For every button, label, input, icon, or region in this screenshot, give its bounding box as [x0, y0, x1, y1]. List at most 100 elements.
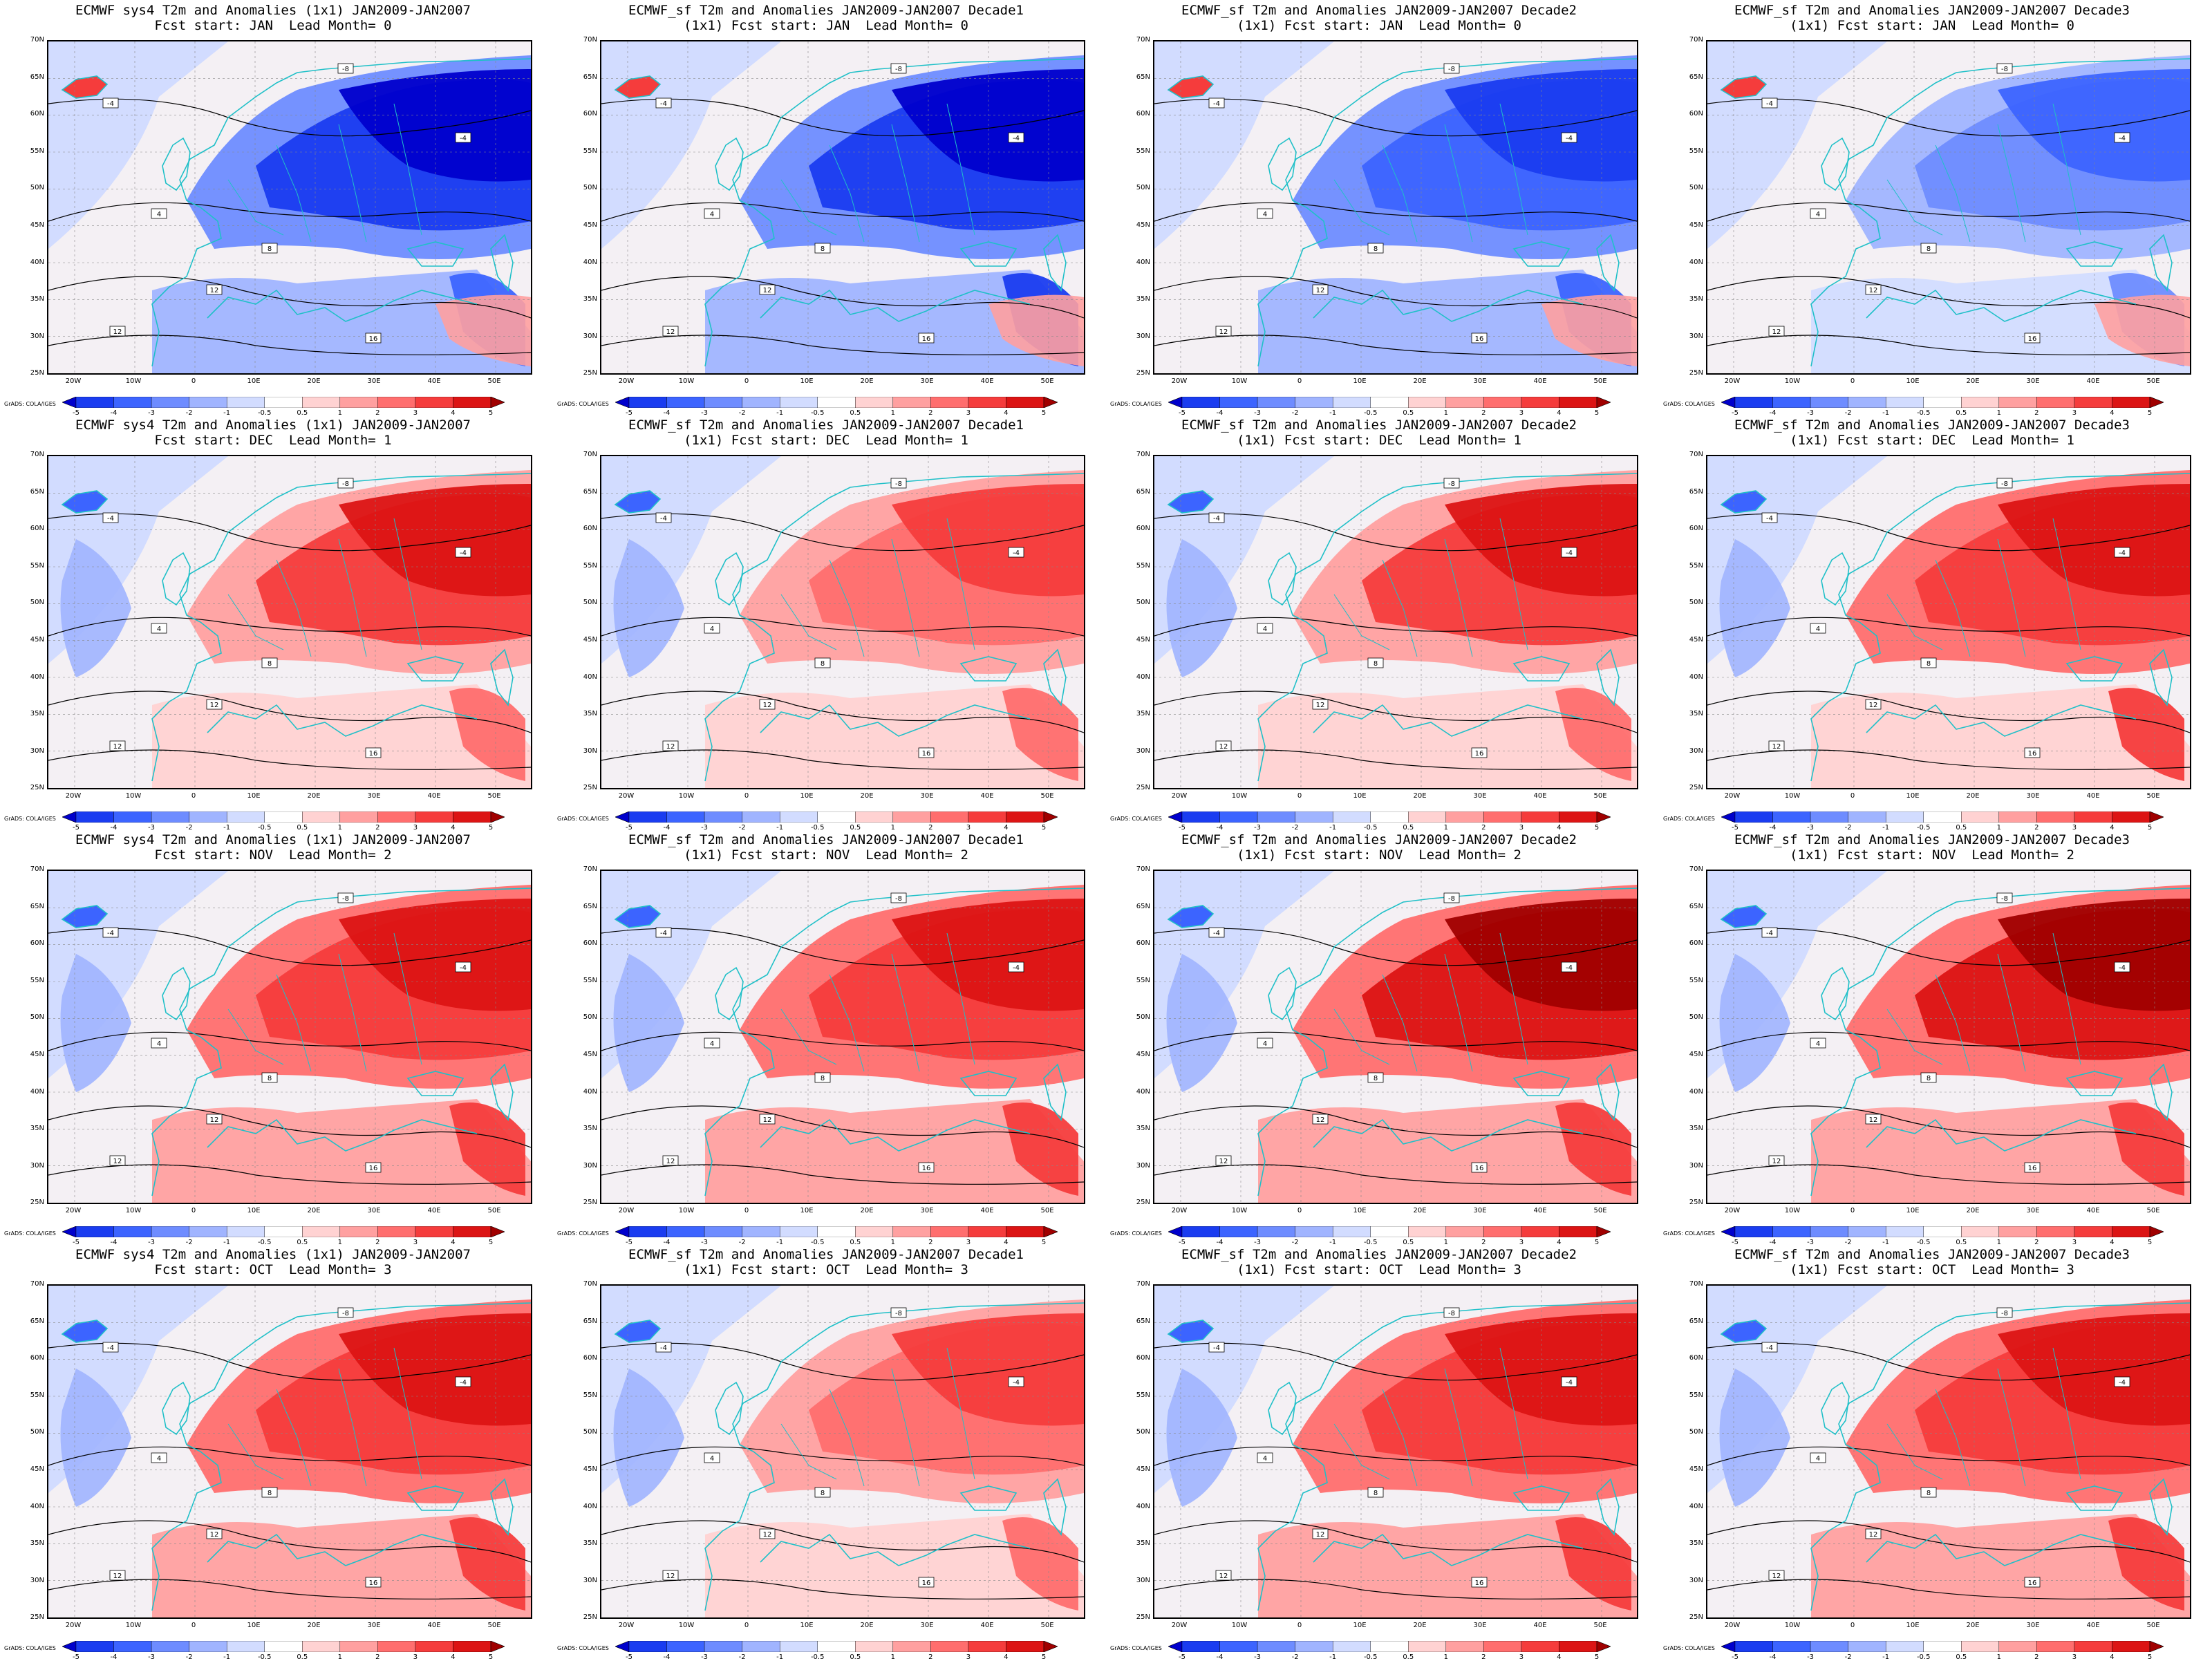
grads-credit: GrADS: COLA/IGES [4, 816, 56, 822]
colorbar-label: -2 [1844, 1239, 1852, 1246]
coastline [1720, 1320, 1768, 1343]
colorbar-swatch [1521, 1226, 1559, 1237]
temperature-contour [601, 335, 1084, 355]
colorbar-arrow [1168, 811, 1183, 823]
colorbar-label: -3 [1254, 1239, 1262, 1246]
latitude-label: 30N [30, 1576, 44, 1584]
contour-label: -4 [2119, 135, 2126, 142]
contour-label-box [337, 1307, 354, 1318]
coastline [61, 75, 109, 99]
colorbar-swatch [2112, 811, 2150, 823]
colorbar-label: 4 [451, 1239, 456, 1246]
colorbar-swatch [302, 1226, 341, 1237]
latitude-label: 50N [1689, 599, 1703, 607]
colorbar-label: -1 [223, 409, 231, 417]
longitude-label: 0 [744, 792, 749, 800]
colorbar-arrow [1043, 1226, 1058, 1237]
anomaly-shading [152, 1514, 531, 1617]
contour-label: 12 [1772, 1158, 1781, 1165]
colorbar-label: 2 [2034, 1239, 2039, 1246]
colorbar-label: 4 [1557, 1653, 1562, 1661]
colorbar-label: -0.5 [257, 1653, 272, 1661]
longitude-label: 20W [618, 377, 635, 385]
contour-label: -8 [2001, 66, 2008, 73]
colorbar-swatch [1219, 1641, 1258, 1652]
colorbar-label: 4 [2110, 1653, 2115, 1661]
colorbar-swatch [1370, 397, 1409, 408]
colorbar-swatch [666, 397, 705, 408]
colorbar-label: -4 [110, 409, 118, 417]
latitude-label: 45N [1689, 221, 1703, 229]
colorbar [62, 811, 505, 823]
coastline [1821, 137, 1850, 191]
latitude-label: 55N [583, 976, 597, 984]
coastline [490, 1063, 514, 1121]
coastline [207, 704, 478, 737]
anomaly-shading [613, 1369, 684, 1507]
colorbar-swatch [1848, 1226, 1886, 1237]
anomaly-shading [1166, 1369, 1237, 1507]
latitude-label: 65N [1136, 1317, 1150, 1325]
contour-label: -4 [1213, 930, 1220, 937]
longitude-label: 10W [678, 377, 695, 385]
contour-label: -4 [107, 930, 114, 937]
temperature-contour [48, 1342, 531, 1381]
colorbar-swatch [892, 397, 931, 408]
colorbar-swatch [779, 1641, 818, 1652]
contour-label: 12 [1869, 1116, 1878, 1124]
country-border [891, 1368, 920, 1487]
anomaly-shading [449, 1517, 525, 1611]
longitude-label: 10E [247, 377, 261, 385]
latitude-label: 55N [1689, 147, 1703, 155]
contour-label-box [1865, 284, 1882, 295]
latitude-label: 65N [30, 1317, 44, 1325]
anomaly-shading [1445, 69, 1637, 182]
longitude-label: 20W [618, 1622, 635, 1629]
anomaly-map: -4 -8 -4 4 8 12 12 16 [47, 40, 532, 375]
coastline [1821, 966, 1850, 1021]
grads-credit: GrADS: COLA/IGES [1110, 816, 1162, 822]
coastline [1866, 289, 2137, 322]
contour-label-box [1561, 961, 1577, 973]
longitude-label: 50E [2146, 1207, 2160, 1214]
colorbar-label: 4 [2110, 409, 2115, 417]
latitude-label: 60N [30, 1354, 44, 1362]
colorbar-swatch [1923, 397, 1962, 408]
colorbar-arrow [1596, 1226, 1611, 1237]
colorbar-arrow [490, 1641, 505, 1652]
colorbar-swatch [1848, 397, 1886, 408]
colorbar-label: 0.5 [850, 1239, 861, 1246]
map-panel: ECMWF sys4 T2m and Anomalies (1x1) JAN20… [0, 415, 546, 832]
coastline [1268, 137, 1297, 191]
anomaly-map: -4 -8 -4 4 8 12 12 16 [47, 1284, 532, 1619]
colorbar-arrow [1596, 397, 1611, 408]
colorbar-label: -2 [185, 1239, 193, 1246]
latitude-label: 40N [1689, 258, 1703, 266]
colorbar-label: 3 [2072, 1239, 2077, 1246]
contour-label: 16 [2028, 1165, 2037, 1172]
contour-label: 8 [268, 245, 272, 253]
temperature-contour [48, 749, 531, 770]
coastline [760, 1118, 1031, 1152]
latitude-label: 55N [1136, 561, 1150, 570]
colorbar-label: 3 [966, 1239, 971, 1246]
colorbar-label: 2 [375, 1653, 380, 1661]
latitude-label: 35N [1689, 295, 1703, 303]
colorbar-swatch [968, 397, 1006, 408]
country-border [1333, 179, 1390, 236]
colorbar-label: 0.5 [1956, 1239, 1967, 1246]
longitude-label: 50E [1040, 377, 1054, 385]
contour-label-box [455, 1376, 471, 1387]
contour-label: 4 [157, 1455, 161, 1463]
colorbar-label: -2 [738, 409, 746, 417]
colorbar-swatch [113, 397, 152, 408]
colorbar [62, 1226, 505, 1237]
contour-label: 8 [268, 1490, 272, 1497]
temperature-contour [601, 749, 1084, 770]
temperature-contour [48, 1105, 531, 1148]
longitude-label: 40E [2086, 1622, 2100, 1629]
colorbar-label: -0.5 [810, 1239, 825, 1246]
contour-label: -4 [107, 1344, 114, 1352]
latitude-label: 50N [30, 1013, 44, 1022]
colorbar-label: 0.5 [297, 1239, 308, 1246]
